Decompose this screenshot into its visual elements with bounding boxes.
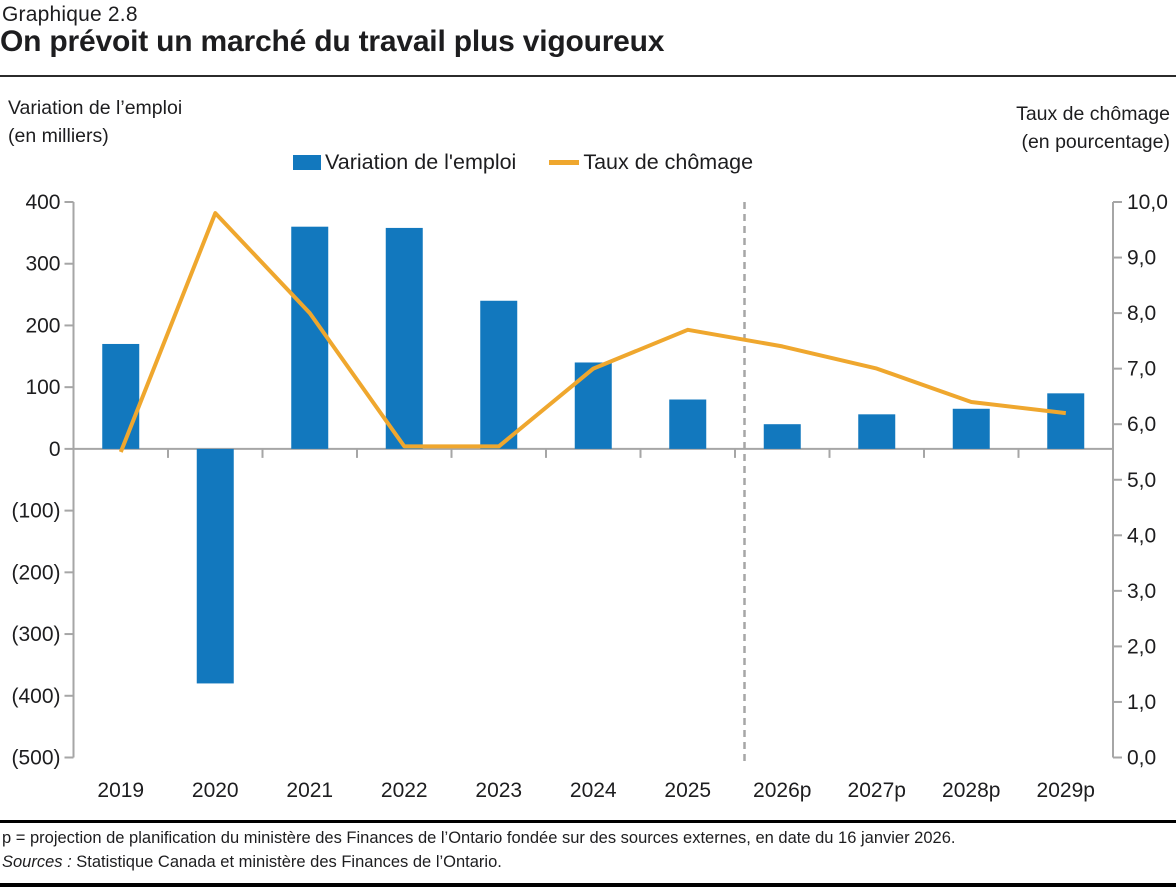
bars-group — [102, 226, 1085, 684]
x-axis-label-2022: 2022 — [381, 779, 428, 802]
bar-2022 — [385, 227, 423, 449]
left-axis-tick-label: 0 — [49, 438, 61, 461]
bar-2024 — [574, 362, 612, 449]
right-axis-tick-label: 9,0 — [1127, 247, 1156, 270]
x-axis-label-2023: 2023 — [475, 779, 522, 802]
left-axis-tick-label: (300) — [11, 623, 60, 646]
left-axis-tick-label: (200) — [11, 561, 60, 584]
bar-2023 — [480, 300, 518, 449]
bar-2025 — [669, 399, 707, 449]
x-axis-labels: 2019 2020 2021 2022 2023 2024 2025 2026p 2027p 20… — [97, 779, 1095, 802]
right-axis-tick-label: 0,0 — [1127, 747, 1156, 770]
left-axis-tick-label: 300 — [25, 253, 60, 276]
left-axis-tick-label: (400) — [11, 685, 60, 708]
projection-footnote: p = projection de planification du minis… — [2, 829, 956, 847]
header-divider — [0, 75, 1176, 77]
bar-2019 — [102, 343, 140, 449]
right-axis-title-line2: (en pourcentage) — [1021, 131, 1170, 153]
page-title: On prévoit un marché du travail plus vig… — [0, 25, 665, 58]
bar-2026p — [763, 424, 801, 449]
sources-line: Sources : Statistique Canada et ministèr… — [2, 853, 502, 872]
right-axis-tick-label: 3,0 — [1127, 580, 1156, 603]
sources-text: Statistique Canada et ministère des Fina… — [71, 853, 502, 871]
left-axis-title: Variation de l’emploi (en milliers) — [8, 94, 182, 150]
chart-number: Graphique 2.8 — [2, 3, 138, 26]
right-axis-tick-label: 4,0 — [1127, 524, 1156, 547]
tick-labels: 400 300 200 100 0 (100) (200) (300) (400) (500) 10… — [11, 191, 1167, 770]
x-axis-label-2029p: 2029p — [1037, 779, 1095, 802]
unemployment-line — [118, 211, 1067, 453]
x-axis-label-2028p: 2028p — [942, 779, 1000, 802]
right-axis-tick-label: 6,0 — [1127, 413, 1156, 436]
bar-2027p — [858, 414, 896, 449]
bar-2020 — [196, 448, 234, 684]
footer-divider — [0, 820, 1176, 823]
x-axis-label-2027p: 2027p — [848, 779, 906, 802]
right-axis-title: Taux de chômage (en pourcentage) — [1016, 100, 1170, 156]
left-axis-tick-label: 100 — [25, 376, 60, 399]
right-axis-tick-label: 7,0 — [1127, 358, 1156, 381]
right-axis-tick-label: 5,0 — [1127, 469, 1156, 492]
bottom-border — [0, 883, 1176, 887]
right-axis-tick-label: 10,0 — [1127, 191, 1168, 214]
legend-item-unemployment: Taux de chômage — [549, 150, 753, 175]
x-axis-label-2021: 2021 — [286, 779, 333, 802]
bar-2028p — [952, 408, 990, 449]
legend-line-label: Taux de chômage — [583, 150, 754, 174]
left-axis-tick-label: 400 — [25, 191, 60, 214]
x-axis-label-2020: 2020 — [192, 779, 239, 802]
right-axis-title-line1: Taux de chômage — [1016, 103, 1170, 125]
legend-item-employment: Variation de l'emploi — [293, 150, 516, 175]
bar-2029p — [1047, 393, 1085, 449]
right-axis-tick-label: 1,0 — [1127, 691, 1156, 714]
left-axis-tick-label: 200 — [25, 314, 60, 337]
bar-swatch-icon — [293, 155, 321, 170]
legend: Variation de l'emploi Taux de chômage — [293, 150, 753, 175]
x-axis-label-2024: 2024 — [570, 779, 617, 802]
left-axis-title-line2: (en milliers) — [8, 125, 109, 147]
right-axis-tick-label: 8,0 — [1127, 302, 1156, 325]
line-swatch-icon — [549, 160, 580, 165]
sources-label: Sources : — [2, 853, 72, 871]
left-axis-title-line1: Variation de l’emploi — [8, 97, 183, 119]
x-axis-label-2026p: 2026p — [753, 779, 811, 802]
left-axis-tick-label: (100) — [11, 500, 60, 523]
legend-bar-label: Variation de l'emploi — [325, 150, 517, 174]
bar-2021 — [291, 226, 329, 449]
x-axis-label-2019: 2019 — [97, 779, 144, 802]
left-axis-tick-label: (500) — [11, 747, 60, 770]
right-axis-tick-label: 2,0 — [1127, 635, 1156, 658]
x-axis-label-2025: 2025 — [664, 779, 711, 802]
